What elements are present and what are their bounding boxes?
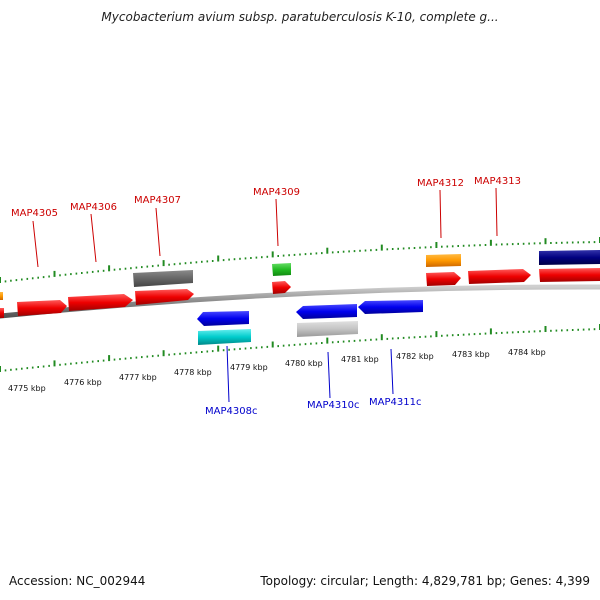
feature-lightgray-map4310c[interactable] xyxy=(297,321,358,337)
label-map4305[interactable]: MAP4305 xyxy=(11,208,58,219)
leader-map4309 xyxy=(275,198,279,247)
feature-navy-right[interactable] xyxy=(539,250,600,265)
kbp-label-4775: 4775 kbp xyxy=(8,384,46,393)
label-map4312[interactable]: MAP4312 xyxy=(417,178,464,189)
topology-summary: Topology: circular; Length: 4,829,781 bp… xyxy=(260,574,590,588)
gene-map4312[interactable] xyxy=(426,272,461,286)
leader-map4312 xyxy=(439,189,442,239)
kbp-label-4779: 4779 kbp xyxy=(230,363,268,372)
label-map4310c[interactable]: MAP4310c xyxy=(307,400,359,411)
inner-tick-ring xyxy=(0,324,600,372)
feature-orange-map4312[interactable] xyxy=(426,254,461,267)
gene-map4307[interactable] xyxy=(135,289,194,305)
kbp-label-4777: 4777 kbp xyxy=(119,373,157,382)
label-map4307[interactable]: MAP4307 xyxy=(134,195,181,206)
leader-map4310c xyxy=(327,351,331,399)
leader-map4305 xyxy=(32,220,39,268)
feature-cyan-map4308c[interactable] xyxy=(198,329,251,345)
label-map4313[interactable]: MAP4313 xyxy=(474,176,521,187)
kbp-label-4784: 4784 kbp xyxy=(508,348,546,357)
kbp-label-4782: 4782 kbp xyxy=(396,352,434,361)
feature-green-map4309[interactable] xyxy=(272,263,291,276)
kbp-label-4776: 4776 kbp xyxy=(64,378,102,387)
gene-partial-left[interactable] xyxy=(0,308,4,318)
kbp-label-4778: 4778 kbp xyxy=(174,368,212,377)
kbp-label-4780: 4780 kbp xyxy=(285,359,323,368)
label-map4308c[interactable]: MAP4308c xyxy=(205,406,257,417)
label-map4306[interactable]: MAP4306 xyxy=(70,202,117,213)
gene-map4309[interactable] xyxy=(272,281,291,294)
feature-orange-left-edge[interactable] xyxy=(0,292,3,300)
gene-map4311c[interactable] xyxy=(358,300,423,314)
gene-map4308c[interactable] xyxy=(197,311,249,326)
gene-map4310c[interactable] xyxy=(296,304,357,319)
gene-map4306[interactable] xyxy=(68,294,133,311)
leader-map4307 xyxy=(155,207,161,257)
kbp-label-4783: 4783 kbp xyxy=(452,350,490,359)
leader-map4311c xyxy=(390,348,394,395)
label-map4309[interactable]: MAP4309 xyxy=(253,187,300,198)
feature-gray-map4307[interactable] xyxy=(133,270,193,287)
kbp-label-4781: 4781 kbp xyxy=(341,355,379,364)
gene-partial-right-red[interactable] xyxy=(539,268,600,282)
gene-map4313[interactable] xyxy=(468,269,531,284)
gene-map4305[interactable] xyxy=(17,300,67,316)
outer-tick-ring xyxy=(0,237,600,283)
leader-map4308c xyxy=(226,345,230,403)
label-map4311c[interactable]: MAP4311c xyxy=(369,397,421,408)
leader-lines xyxy=(32,187,498,403)
map-title: Mycobacterium avium subsp. paratuberculo… xyxy=(101,10,499,24)
accession-text: Accession: NC_002944 xyxy=(9,574,146,588)
leader-map4306 xyxy=(90,213,97,263)
leader-map4313 xyxy=(495,187,498,237)
